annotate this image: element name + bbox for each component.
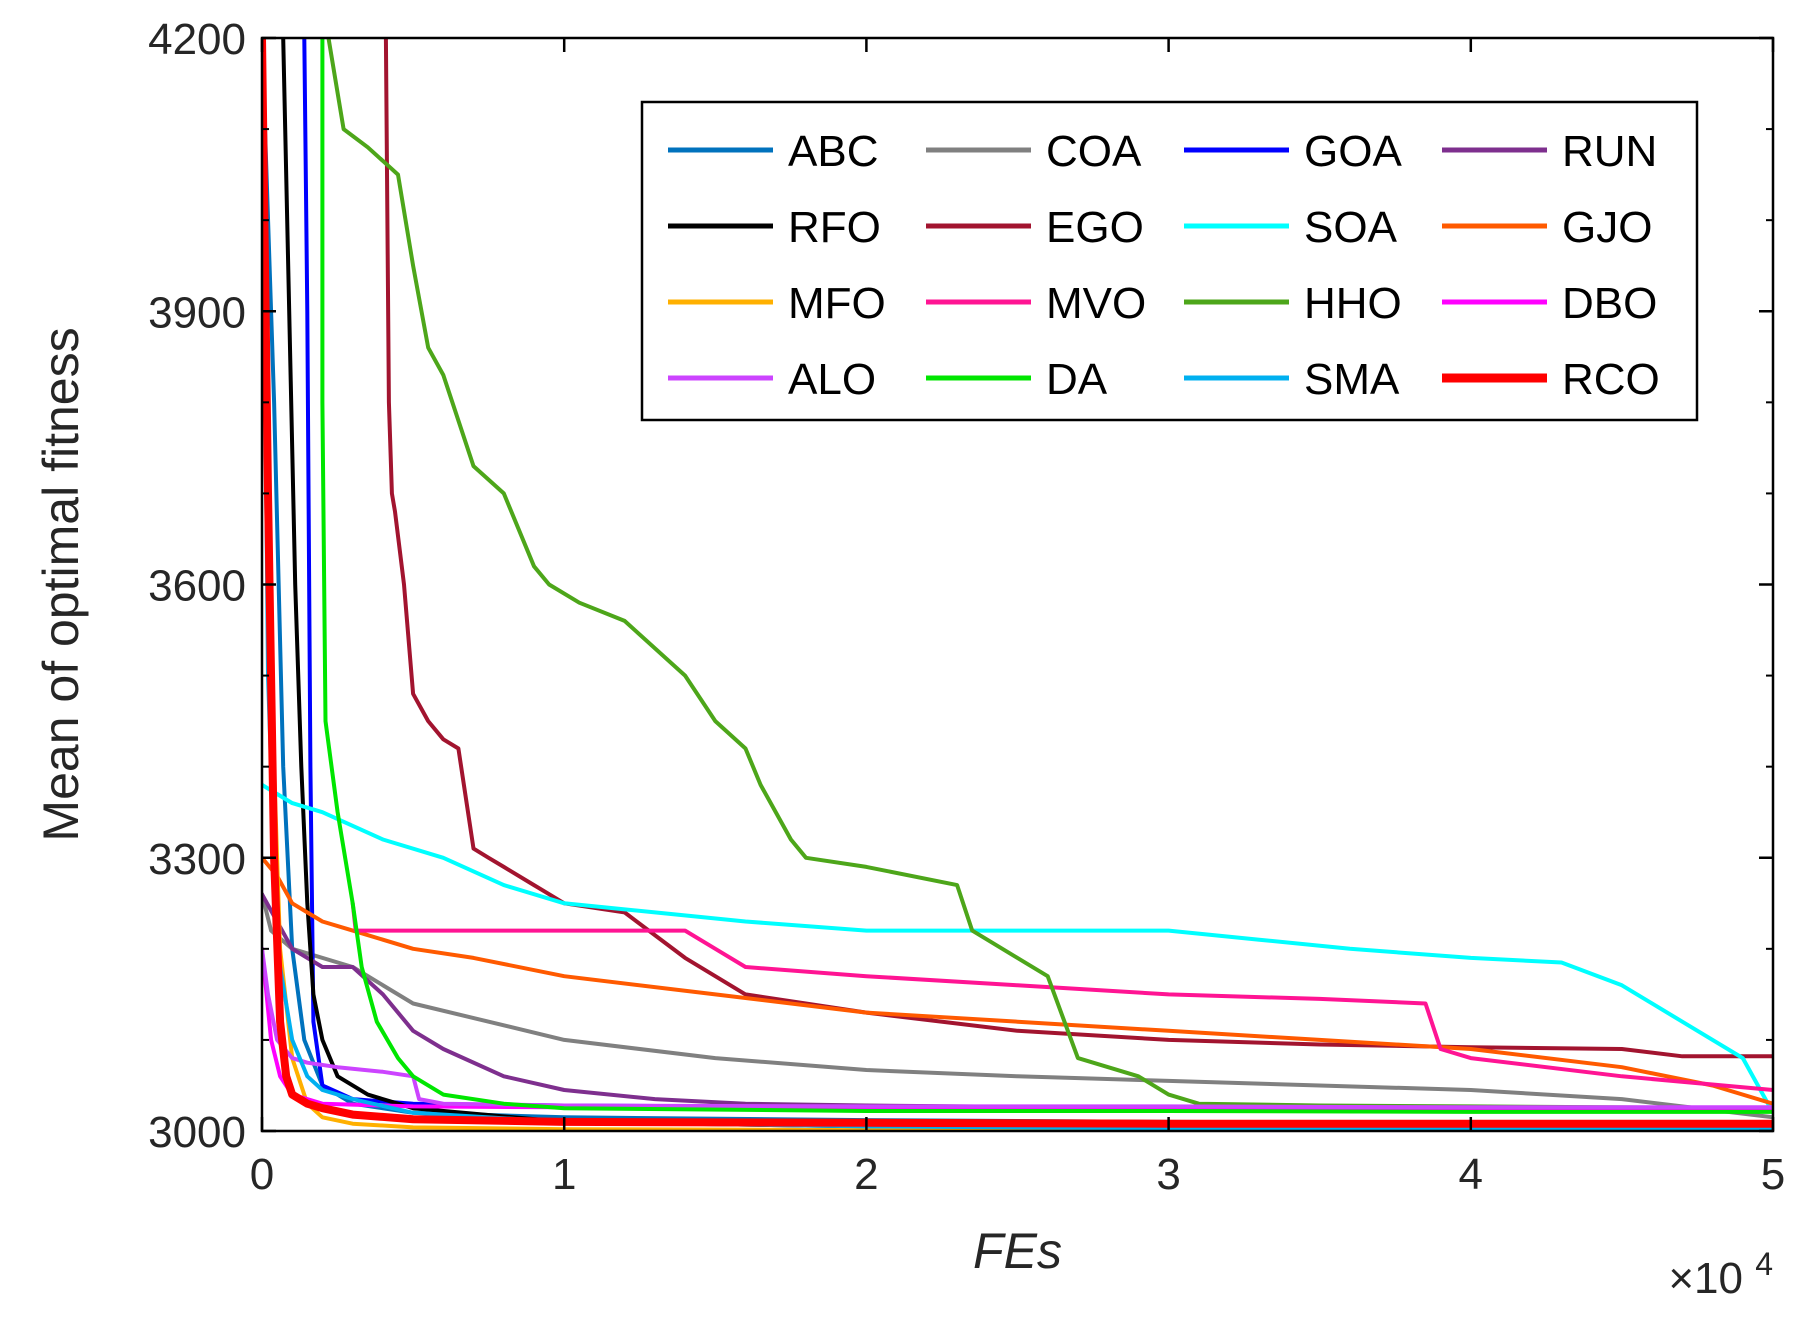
- series-line-mvo: [350, 901, 1773, 1092]
- x-axis-label: FEs: [973, 1223, 1062, 1279]
- series-line-gjo: [262, 855, 1773, 1106]
- legend-label-soa: SOA: [1304, 203, 1398, 252]
- tick-layer: 0 1 2 3 4 5 3000 3300 3600 3900 4200: [148, 15, 1785, 1199]
- x-tick-label: 0: [250, 1150, 274, 1199]
- series-line-alo: [262, 946, 1773, 1110]
- y-tick-label: 4200: [148, 15, 246, 64]
- series-line-soa: [262, 782, 1773, 1115]
- legend: ABC COA GOA RUN RFO EGO SOA GJO MFO MVO HHO DBO ALO D…: [640, 100, 1699, 422]
- legend-label-hho: HHO: [1304, 279, 1402, 328]
- legend-label-abc: ABC: [788, 127, 878, 176]
- legend-label-goa: GOA: [1304, 127, 1402, 176]
- y-axis-label: Mean of optimal fitness: [33, 327, 89, 841]
- legend-label-mfo: MFO: [788, 279, 886, 328]
- legend-label-gjo: GJO: [1562, 203, 1652, 252]
- legend-label-rco: RCO: [1562, 355, 1660, 404]
- y-tick-label: 3600: [148, 562, 246, 611]
- y-tick-label: 3300: [148, 835, 246, 884]
- legend-label-coa: COA: [1046, 127, 1142, 176]
- x-axis-exponent: ×10 4: [1668, 1246, 1773, 1303]
- x-exponent-power: 4: [1755, 1246, 1773, 1282]
- legend-label-rfo: RFO: [788, 203, 881, 252]
- series-line-coa: [262, 892, 1773, 1120]
- legend-label-sma: SMA: [1304, 355, 1400, 404]
- x-exponent-base: ×10: [1668, 1254, 1743, 1303]
- x-tick-label: 4: [1459, 1150, 1483, 1199]
- y-tick-label: 3900: [148, 288, 246, 337]
- series-line-rco: [262, 38, 1773, 1128]
- x-tick-label: 3: [1156, 1150, 1180, 1199]
- series-line-da: [320, 38, 1773, 1114]
- legend-label-alo: ALO: [788, 355, 876, 404]
- y-tick-label: 3000: [148, 1108, 246, 1157]
- series-line-hho: [326, 38, 1773, 1111]
- legend-label-run: RUN: [1562, 127, 1657, 176]
- legend-label-da: DA: [1046, 355, 1108, 404]
- x-tick-label: 2: [854, 1150, 878, 1199]
- series-layer: [262, 38, 1773, 1131]
- legend-label-ego: EGO: [1046, 203, 1144, 252]
- series-line-dbo: [262, 946, 1773, 1111]
- legend-label-dbo: DBO: [1562, 279, 1657, 328]
- x-tick-label: 5: [1761, 1150, 1785, 1199]
- legend-box: [640, 100, 1699, 422]
- series-line-ego: [383, 38, 1773, 1059]
- x-tick-label: 1: [552, 1150, 576, 1199]
- legend-label-mvo: MVO: [1046, 279, 1146, 328]
